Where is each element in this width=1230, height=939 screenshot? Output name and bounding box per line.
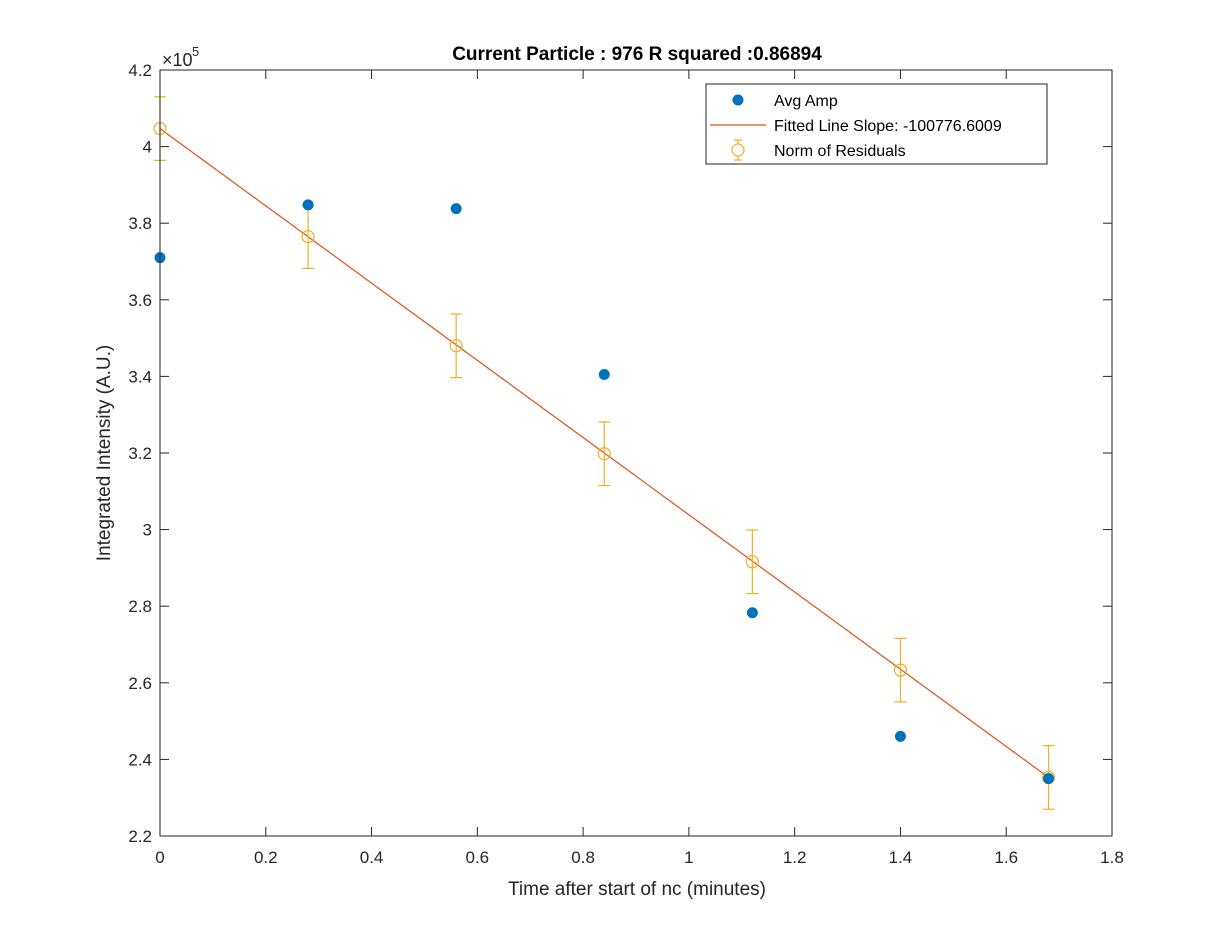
- chart-title: Current Particle : 976 R squared :0.8689…: [452, 44, 822, 65]
- x-tick-label: 1.4: [889, 848, 913, 867]
- avg-amp-point: [302, 199, 314, 211]
- plot-frame: [159, 69, 1113, 837]
- legend-label-norm-residuals: Norm of Residuals: [774, 143, 906, 160]
- x-tick-label: 1: [684, 848, 693, 867]
- residual-point: [893, 663, 908, 677]
- residual-point: [745, 555, 759, 569]
- plot-area: [160, 70, 1112, 836]
- y-tick-label: 2.6: [128, 674, 152, 693]
- y-tick-label: 3.2: [128, 444, 152, 463]
- avg-amp-point: [450, 203, 462, 215]
- y-tick-label: 2.4: [128, 750, 152, 769]
- avg-amp-point: [598, 368, 610, 380]
- y-tick-label: 2.2: [128, 827, 152, 846]
- x-tick-label: 1.8: [1100, 848, 1124, 867]
- x-tick-label: 1.2: [783, 848, 807, 867]
- x-axis-label: Time after start of nc (minutes): [508, 879, 766, 900]
- y-tick-label: 2.8: [128, 597, 152, 616]
- residual-point: [449, 339, 463, 353]
- y-tick-label: 4: [143, 138, 152, 157]
- tick-labels: 0 0.2 0.4 0.6 0.8 1 1.2 1.4 1.6 1.8 2.2 2.4 2.6 2.8 3 3…: [128, 61, 1123, 867]
- y-tick-label: 4.2: [128, 61, 152, 80]
- x-tick-label: 0: [155, 848, 164, 867]
- y-tick-label: 3.4: [128, 367, 152, 386]
- x-tick-label: 1.6: [994, 848, 1018, 867]
- residual-point: [597, 447, 611, 461]
- y-tick-label: 3.8: [128, 214, 152, 233]
- avg-amp-point: [746, 607, 758, 619]
- legend-symbol-residual: [731, 143, 745, 157]
- y-exponent-base: ×10: [162, 50, 193, 70]
- legend: Avg Amp Fitted Line Slope: -100776.6009 No…: [705, 83, 1048, 165]
- x-tick-label: 0.2: [254, 848, 278, 867]
- x-tick-label: 0.8: [571, 848, 595, 867]
- y-tick-label: 3.6: [128, 291, 152, 310]
- avg-amp-point: [1043, 773, 1055, 785]
- legend-symbol-avg-amp: [732, 94, 744, 106]
- y-exponent-power: 5: [192, 44, 199, 59]
- y-axis-label: Integrated Intensity (A.U.): [94, 345, 115, 562]
- legend-label-fitted-line: Fitted Line Slope: -100776.6009: [774, 118, 1002, 135]
- x-tick-label: 0.4: [360, 848, 384, 867]
- legend-box: [705, 83, 1048, 165]
- x-tick-label: 0.6: [466, 848, 490, 867]
- legend-label-avg-amp: Avg Amp: [774, 93, 838, 110]
- y-tick-label: 3: [143, 521, 152, 540]
- residual-point: [301, 230, 315, 244]
- avg-amp-point: [894, 730, 906, 742]
